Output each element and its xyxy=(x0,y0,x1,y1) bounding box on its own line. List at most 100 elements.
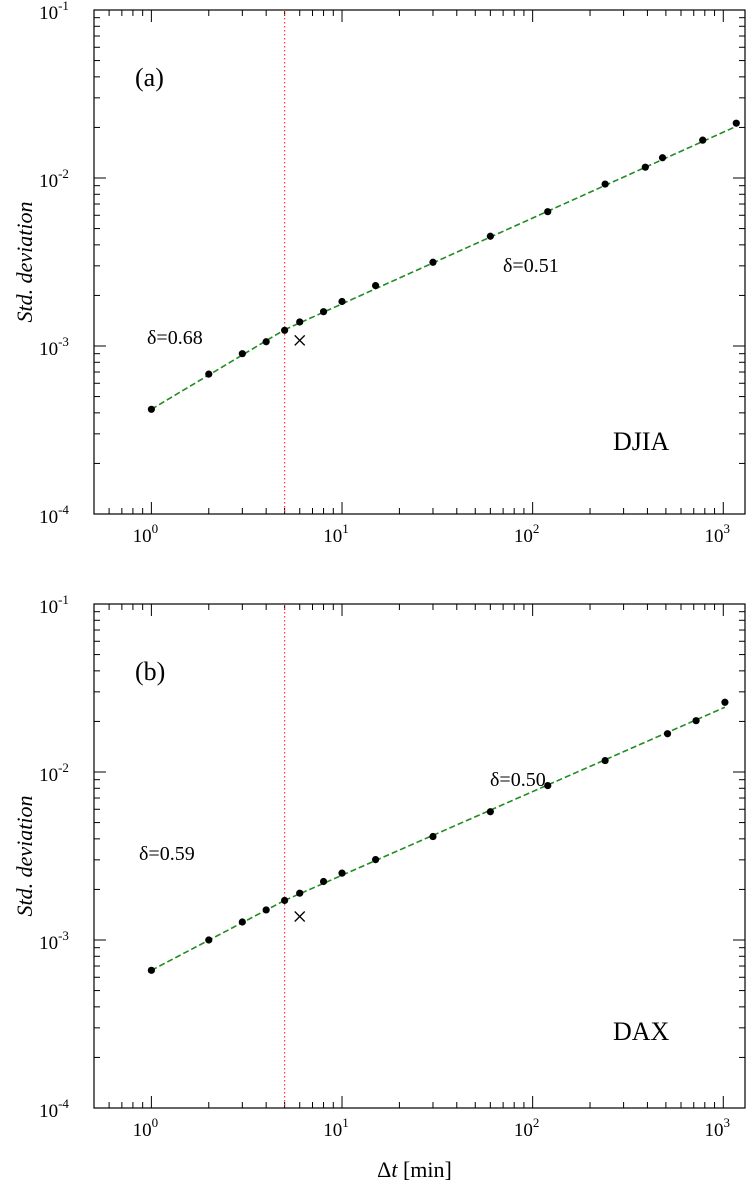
data-point xyxy=(641,163,649,171)
data-point xyxy=(238,918,246,926)
data-point xyxy=(544,208,552,216)
y-tick-base: 10 xyxy=(39,507,58,528)
data-point xyxy=(601,756,609,765)
y-tick-base: 10 xyxy=(39,765,58,786)
y-tick-label: 10-3 xyxy=(39,928,69,954)
y-tick-base: 10 xyxy=(39,933,58,954)
y-tick-label: 10-2 xyxy=(39,760,69,786)
y-tick-exponent: -4 xyxy=(58,1096,69,1111)
x-tick-exponent: 1 xyxy=(342,1115,349,1130)
y-tick-label: 10-3 xyxy=(39,334,69,360)
data-point xyxy=(281,326,289,334)
x-tick-exponent: 2 xyxy=(533,521,540,536)
x-axis-label-unit: [min] xyxy=(397,1157,451,1182)
data-point xyxy=(429,832,437,841)
y-tick-label: 10-1 xyxy=(39,592,69,618)
market-label: DAX xyxy=(613,1017,670,1046)
data-point xyxy=(205,370,213,378)
x-tick-exponent: 2 xyxy=(533,1115,540,1130)
data-point xyxy=(692,717,700,725)
x-tick-label: 103 xyxy=(705,1115,731,1141)
data-point xyxy=(486,232,494,240)
panel-label: (b) xyxy=(135,657,165,686)
delta-label-short: δ=0.59 xyxy=(139,843,195,865)
data-point xyxy=(721,698,729,706)
data-point xyxy=(601,180,609,188)
x-tick-base: 10 xyxy=(133,526,152,547)
y-tick-base: 10 xyxy=(39,3,58,24)
data-point xyxy=(371,281,380,290)
data-point xyxy=(544,781,552,790)
data-point xyxy=(663,730,672,738)
data-point xyxy=(371,856,380,864)
data-point xyxy=(319,877,328,886)
data-point xyxy=(147,405,155,413)
x-tick-label: 102 xyxy=(514,1115,540,1141)
y-tick-exponent: -2 xyxy=(58,760,69,775)
y-tick-label: 10-4 xyxy=(39,502,69,528)
plot-frame xyxy=(93,9,746,515)
data-point xyxy=(238,350,246,358)
x-tick-exponent: 0 xyxy=(152,521,159,536)
fit-line-2 xyxy=(284,125,737,331)
data-point xyxy=(281,896,289,905)
data-point xyxy=(486,808,494,816)
y-tick-base: 10 xyxy=(39,1101,58,1122)
data-point xyxy=(732,119,740,127)
fit-line-2 xyxy=(284,706,726,902)
delta-label-short: δ=0.68 xyxy=(147,327,203,349)
data-point xyxy=(296,318,304,326)
y-tick-exponent: -1 xyxy=(58,0,69,13)
x-tick-label: 102 xyxy=(514,521,540,547)
x-tick-label: 100 xyxy=(133,1115,159,1141)
x-tick-base: 10 xyxy=(133,1120,152,1141)
y-tick-base: 10 xyxy=(39,597,58,618)
y-tick-label: 10-2 xyxy=(39,166,69,192)
y-tick-exponent: -3 xyxy=(58,334,69,349)
data-point xyxy=(699,136,707,144)
data-point xyxy=(429,258,437,266)
fit-line-1 xyxy=(150,329,286,410)
y-tick-exponent: -4 xyxy=(58,502,69,517)
x-tick-label: 100 xyxy=(133,521,159,547)
data-point xyxy=(147,966,155,974)
y-axis-label: Std. deviation xyxy=(12,202,37,323)
cross-marker xyxy=(294,334,306,346)
cross-marker xyxy=(294,911,306,922)
x-axis-label: Δt [min] xyxy=(377,1157,452,1182)
panel-label: (a) xyxy=(135,63,164,92)
x-tick-exponent: 3 xyxy=(724,1115,731,1130)
cross-stroke xyxy=(294,911,306,922)
market-label: DJIA xyxy=(613,427,670,456)
delta-label-long: δ=0.51 xyxy=(503,255,559,277)
data-point xyxy=(338,297,346,306)
y-tick-exponent: -1 xyxy=(58,592,69,607)
y-tick-base: 10 xyxy=(39,339,58,360)
y-tick-base: 10 xyxy=(39,171,58,192)
plot-frame xyxy=(93,603,746,1109)
data-point xyxy=(296,889,304,897)
x-tick-exponent: 3 xyxy=(724,521,731,536)
x-tick-label: 103 xyxy=(705,521,731,547)
x-tick-base: 10 xyxy=(705,1120,724,1141)
x-axis-label-delta: Δ xyxy=(377,1157,391,1182)
data-point xyxy=(338,869,346,877)
x-tick-label: 101 xyxy=(323,521,349,547)
y-tick-label: 10-4 xyxy=(39,1096,69,1122)
data-point xyxy=(205,936,213,944)
delta-label-long: δ=0.50 xyxy=(490,769,546,791)
x-tick-base: 10 xyxy=(323,526,342,547)
y-tick-label: 10-1 xyxy=(39,0,69,24)
x-tick-exponent: 0 xyxy=(152,1115,159,1130)
y-tick-exponent: -2 xyxy=(58,166,69,181)
data-point xyxy=(658,154,667,162)
data-point xyxy=(262,338,270,346)
x-tick-base: 10 xyxy=(514,1120,533,1141)
x-tick-base: 10 xyxy=(323,1120,342,1141)
y-tick-exponent: -3 xyxy=(58,928,69,943)
data-point xyxy=(262,906,270,914)
x-tick-base: 10 xyxy=(705,526,724,547)
